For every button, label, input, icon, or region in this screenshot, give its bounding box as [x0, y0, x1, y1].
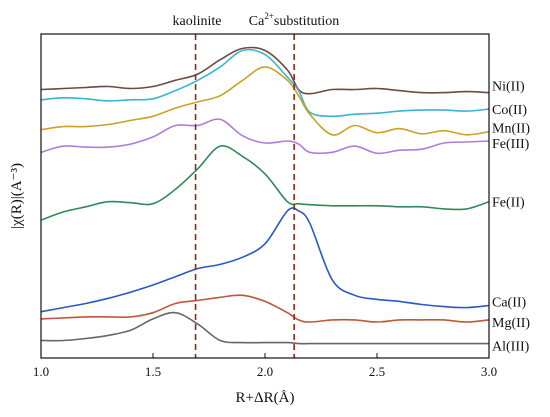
refline-label-kaolinite: kaolinite: [173, 14, 222, 29]
series-label-mnii: Mn(II): [492, 122, 530, 137]
series-line-mgii: [41, 294, 489, 323]
refline-label-ca-substitution: Ca2+substitution: [249, 11, 340, 29]
series-layer: [41, 46, 489, 345]
series-label-mgii: Mg(II): [492, 316, 530, 331]
refline-label-ca-superscript: 2+: [264, 11, 274, 21]
series-label-aliii: Al(III): [492, 340, 530, 355]
reference-lines: [194, 34, 295, 358]
series-line-caii: [41, 207, 489, 313]
series-line-coii: [41, 48, 489, 118]
x-axis-label: R+ΔR(Å): [236, 390, 295, 406]
refline-label-ca-prefix: Ca: [249, 14, 265, 29]
series-label-niii: Ni(II): [492, 80, 525, 95]
series-label-coii: Co(II): [492, 103, 527, 118]
series-line-aliii: [41, 311, 489, 345]
x-axis: 1.0 1.5 2.0 2.5 3.0: [33, 353, 497, 379]
x-tick-label: 1.5: [145, 364, 161, 379]
x-tick-label: 2.0: [257, 364, 273, 379]
y-axis-label: |χ(R)|(A⁻³): [9, 163, 25, 229]
x-tick-label: 1.0: [33, 364, 49, 379]
series-line-mnii: [41, 66, 489, 136]
refline-label-ca-suffix: substitution: [274, 14, 339, 29]
series-label-feiii: Fe(III): [492, 137, 530, 152]
series-line-feiii: [41, 118, 489, 155]
plot-frame: [40, 33, 490, 359]
series-line-feii: [41, 144, 489, 221]
x-tick-label: 2.5: [369, 364, 385, 379]
x-tick-label: 3.0: [481, 364, 497, 379]
series-label-caii: Ca(II): [492, 296, 527, 311]
series-labels: Ni(II) Co(II) Mn(II)Fe(III) Fe(II) Ca(II) Mg(…: [492, 80, 530, 355]
series-line-niii: [41, 46, 489, 95]
series-label-feii: Fe(II): [492, 196, 525, 211]
